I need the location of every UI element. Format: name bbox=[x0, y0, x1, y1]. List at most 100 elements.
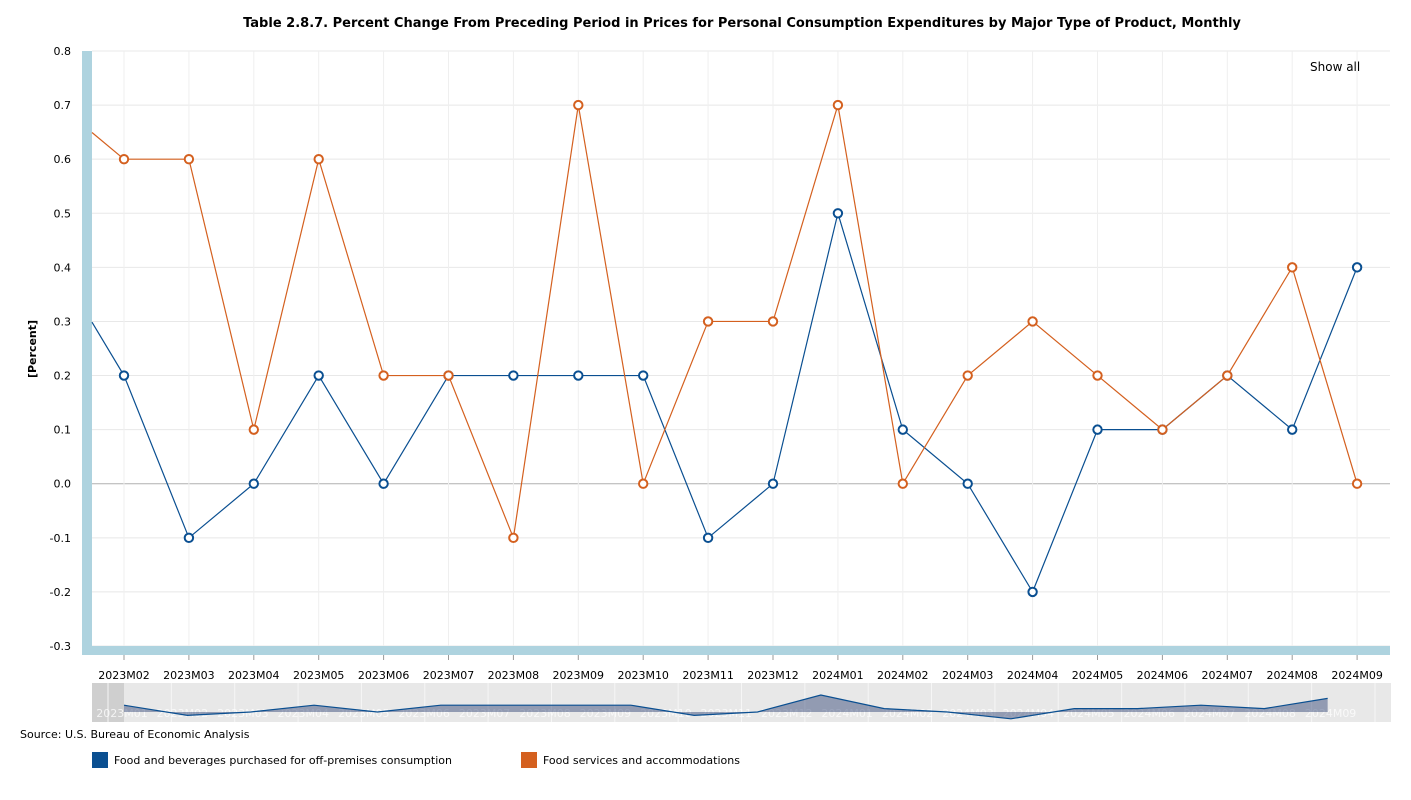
data-point[interactable] bbox=[638, 478, 649, 489]
y-tick-label: 0.2 bbox=[54, 370, 72, 383]
data-point[interactable] bbox=[443, 370, 454, 381]
data-point[interactable] bbox=[573, 99, 584, 111]
x-tick-label: 2023M06 bbox=[358, 669, 409, 682]
data-point[interactable] bbox=[378, 478, 389, 489]
navigator-label: 2024M08 bbox=[1244, 707, 1295, 720]
navigator-label: 2023M10 bbox=[640, 707, 691, 720]
x-tick-label: 2023M03 bbox=[163, 669, 214, 682]
data-point[interactable] bbox=[1027, 316, 1038, 327]
navigator-label: 2023M02 bbox=[157, 707, 208, 720]
x-tick-label: 2024M09 bbox=[1331, 669, 1382, 682]
gridlines bbox=[92, 50, 1390, 647]
legend-swatch-blue bbox=[92, 752, 108, 768]
x-tick-label: 2024M07 bbox=[1202, 669, 1253, 682]
y-tick-label: -0.1 bbox=[50, 532, 71, 545]
navigator-label: 2024M01 bbox=[821, 707, 872, 720]
data-point[interactable] bbox=[118, 370, 130, 381]
data-point[interactable] bbox=[1092, 424, 1103, 435]
y-ticks: 0.8 0.7 0.6 0.5 0.4 0.3 0.2 0.1 0.0 -0.1 -0.2 -0.3 bbox=[50, 45, 71, 653]
data-point[interactable] bbox=[702, 532, 714, 544]
data-point[interactable] bbox=[1351, 478, 1363, 489]
data-point[interactable] bbox=[508, 532, 519, 544]
x-tick-label: 2024M02 bbox=[877, 669, 928, 682]
data-point[interactable] bbox=[1092, 370, 1103, 381]
navigator-line bbox=[123, 694, 1328, 720]
data-point[interactable] bbox=[1351, 262, 1363, 273]
data-point[interactable] bbox=[767, 316, 779, 327]
data-point[interactable] bbox=[573, 370, 584, 381]
data-point[interactable] bbox=[118, 153, 130, 165]
y-tick-label: -0.2 bbox=[50, 586, 71, 599]
x-tick-label: 2023M11 bbox=[682, 669, 733, 682]
navigator-label: 2023M07 bbox=[459, 707, 510, 720]
navigator-label: 2023M01 bbox=[96, 707, 147, 720]
navigator-label: 2023M12 bbox=[761, 707, 812, 720]
data-point[interactable] bbox=[897, 478, 908, 489]
legend-item-food-services[interactable]: Food services and accommodations bbox=[521, 752, 740, 768]
y-tick-label: 0.1 bbox=[54, 424, 72, 437]
show-all-button[interactable]: Show all bbox=[1310, 60, 1361, 74]
data-point[interactable] bbox=[702, 316, 714, 327]
chart-title: Table 2.8.7. Percent Change From Precedi… bbox=[243, 16, 1241, 31]
navigator-label: 2023M03 bbox=[217, 707, 268, 720]
data-point[interactable] bbox=[832, 99, 844, 111]
data-point[interactable] bbox=[1027, 586, 1038, 598]
x-tick-label: 2023M12 bbox=[747, 669, 798, 682]
data-point[interactable] bbox=[638, 370, 649, 381]
y-tick-label: 0.5 bbox=[54, 207, 72, 220]
x-tick-label: 2024M05 bbox=[1072, 669, 1123, 682]
navigator-label: 2023M09 bbox=[580, 707, 631, 720]
legend-item-off-premises[interactable]: Food and beverages purchased for off-pre… bbox=[92, 752, 452, 768]
legend-label: Food services and accommodations bbox=[543, 753, 740, 767]
data-point[interactable] bbox=[313, 153, 324, 165]
data-point[interactable] bbox=[1287, 262, 1298, 273]
y-tick-label: 0.3 bbox=[54, 315, 72, 328]
y-tick-label: 0.4 bbox=[54, 261, 72, 274]
x-tick-label: 2024M08 bbox=[1266, 669, 1317, 682]
navigator-label: 2024M07 bbox=[1184, 707, 1235, 720]
y-tick-label: -0.3 bbox=[50, 640, 71, 653]
navigator-area bbox=[124, 695, 1328, 719]
x-axis-bar[interactable] bbox=[92, 646, 1390, 655]
navigator-label: 2024M04 bbox=[1003, 707, 1054, 720]
data-point[interactable] bbox=[962, 478, 973, 489]
data-point[interactable] bbox=[183, 153, 195, 165]
y-axis-bar[interactable] bbox=[82, 51, 92, 655]
data-point[interactable] bbox=[1287, 424, 1298, 435]
x-tick-label: 2023M08 bbox=[488, 669, 539, 682]
data-point[interactable] bbox=[183, 532, 195, 544]
y-tick-label: 0.8 bbox=[54, 45, 72, 58]
data-point[interactable] bbox=[962, 370, 973, 381]
data-point[interactable] bbox=[508, 370, 519, 381]
navigator-label: 2024M05 bbox=[1063, 707, 1114, 720]
navigator[interactable]: 2023M01 2023M02 2023M03 2023M04 2023M05 2023M… bbox=[92, 683, 1391, 722]
data-point[interactable] bbox=[767, 478, 779, 489]
source-note: Source: U.S. Bureau of Economic Analysis bbox=[20, 728, 250, 741]
y-tick-label: 0.6 bbox=[54, 153, 72, 166]
data-point[interactable] bbox=[313, 370, 324, 381]
data-point[interactable] bbox=[248, 478, 260, 489]
data-point[interactable] bbox=[248, 424, 260, 435]
navigator-label: 2023M06 bbox=[398, 707, 449, 720]
navigator-label: 2023M05 bbox=[338, 707, 389, 720]
y-axis-label: [Percent] bbox=[26, 320, 39, 378]
navigator-label: 2023M08 bbox=[519, 707, 570, 720]
legend-swatch-orange bbox=[521, 752, 537, 768]
x-ticks: 2023M02 2023M03 2023M04 2023M05 2023M06 2023M… bbox=[98, 655, 1383, 682]
x-tick-label: 2024M04 bbox=[1007, 669, 1058, 682]
series-line-0 bbox=[91, 210, 1358, 594]
data-point[interactable] bbox=[1157, 424, 1168, 435]
data-point[interactable] bbox=[832, 208, 844, 219]
x-tick-label: 2023M10 bbox=[617, 669, 668, 682]
legend-label: Food and beverages purchased for off-pre… bbox=[114, 753, 452, 767]
x-tick-label: 2024M06 bbox=[1137, 669, 1188, 682]
x-tick-label: 2024M03 bbox=[942, 669, 993, 682]
navigator-label: 2024M06 bbox=[1124, 707, 1175, 720]
navigator-label: 2024M09 bbox=[1305, 707, 1356, 720]
series-layer bbox=[91, 99, 1363, 598]
data-point[interactable] bbox=[1222, 370, 1233, 381]
y-tick-label: 0.7 bbox=[54, 99, 72, 112]
data-point[interactable] bbox=[897, 424, 908, 435]
data-point[interactable] bbox=[378, 370, 389, 381]
